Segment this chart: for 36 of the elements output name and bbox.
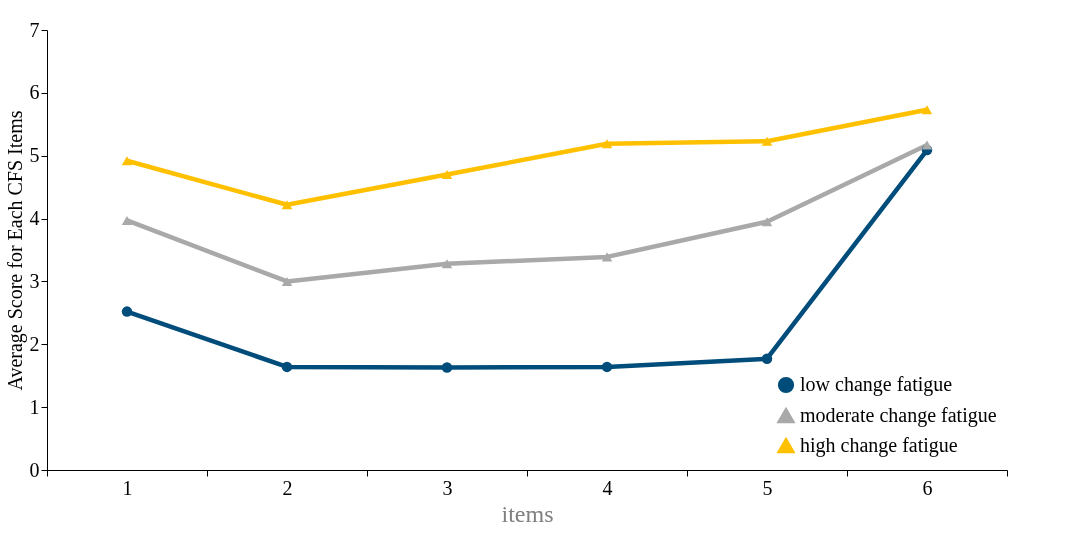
point xyxy=(281,361,293,373)
point xyxy=(441,362,453,373)
y-tick-label: 0 xyxy=(29,458,40,481)
x-tick-label: 2 xyxy=(282,476,293,499)
y-tick-label: 1 xyxy=(29,395,40,418)
x-tick-label: 1 xyxy=(122,476,133,499)
point xyxy=(121,306,133,317)
point xyxy=(601,361,613,373)
y-tick-label: 3 xyxy=(29,269,40,292)
x-tick-label: 4 xyxy=(602,476,613,499)
y-tick-label: 6 xyxy=(29,81,40,104)
y-axis-title: Average Score for Each CFS Items xyxy=(3,110,27,391)
legend-label: low change fatigue xyxy=(800,373,953,396)
point xyxy=(281,200,293,210)
point xyxy=(601,252,613,262)
point xyxy=(441,259,453,269)
point xyxy=(761,353,773,364)
y-tick-label: 7 xyxy=(29,18,40,41)
y-tick-label: 5 xyxy=(29,144,40,167)
legend-label: high change fatigue xyxy=(800,434,958,457)
point xyxy=(601,139,613,149)
point xyxy=(121,156,133,166)
x-tick-label: 6 xyxy=(922,476,933,499)
legend-label: moderate change fatigue xyxy=(800,404,997,427)
point xyxy=(921,105,933,115)
x-tick-label: 5 xyxy=(762,476,773,499)
point xyxy=(761,217,773,227)
point xyxy=(921,140,933,150)
x-tick-label: 3 xyxy=(442,476,453,499)
point xyxy=(281,276,293,286)
point xyxy=(761,136,773,146)
point xyxy=(121,215,133,225)
point xyxy=(441,170,453,180)
y-tick-label: 2 xyxy=(29,332,40,355)
y-tick-label: 4 xyxy=(29,207,40,230)
x-axis-title: items xyxy=(501,500,554,527)
